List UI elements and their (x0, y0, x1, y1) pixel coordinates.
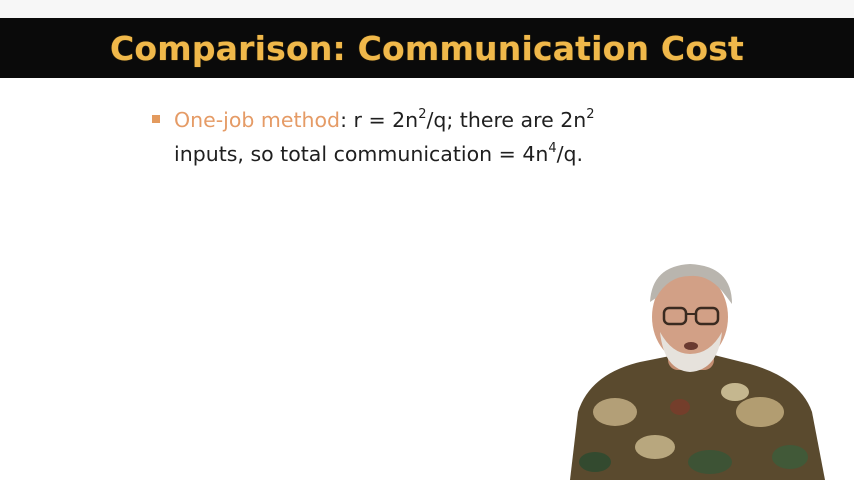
text-segment: : r = 2n (340, 108, 419, 132)
superscript: 4 (548, 141, 557, 157)
presenter-video-icon (560, 262, 830, 480)
bullet-text: One-job method: r = 2n2/q; there are 2n2… (174, 103, 595, 171)
text-segment: /q. (556, 142, 584, 166)
list-item: One-job method: r = 2n2/q; there are 2n2… (152, 103, 712, 171)
square-bullet-icon (152, 115, 160, 123)
bullet-list: One-job method: r = 2n2/q; there are 2n2… (152, 103, 712, 171)
text-segment: inputs, so total communication = 4n (174, 142, 549, 166)
slide-title: Comparison: Communication Cost (109, 28, 745, 68)
top-strip (0, 0, 854, 18)
highlight-term: One-job method (174, 108, 341, 132)
superscript: 2 (418, 107, 427, 123)
text-segment: /q; there are 2n (426, 108, 587, 132)
superscript: 2 (586, 107, 595, 123)
slide-title-bar: Comparison: Communication Cost (0, 18, 854, 78)
